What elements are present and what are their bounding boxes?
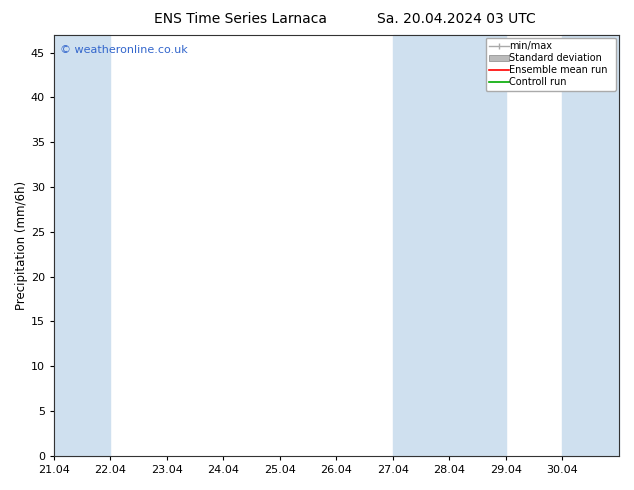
Text: © weatheronline.co.uk: © weatheronline.co.uk (60, 45, 187, 55)
Bar (450, 35, 506, 456)
Bar (393, 35, 450, 456)
Bar (54, 35, 110, 456)
Bar (562, 35, 619, 456)
Legend: min/max, Standard deviation, Ensemble mean run, Controll run: min/max, Standard deviation, Ensemble me… (486, 38, 616, 91)
Y-axis label: Precipitation (mm/6h): Precipitation (mm/6h) (15, 181, 28, 310)
Text: ENS Time Series Larnaca: ENS Time Series Larnaca (155, 12, 327, 26)
Text: Sa. 20.04.2024 03 UTC: Sa. 20.04.2024 03 UTC (377, 12, 536, 26)
